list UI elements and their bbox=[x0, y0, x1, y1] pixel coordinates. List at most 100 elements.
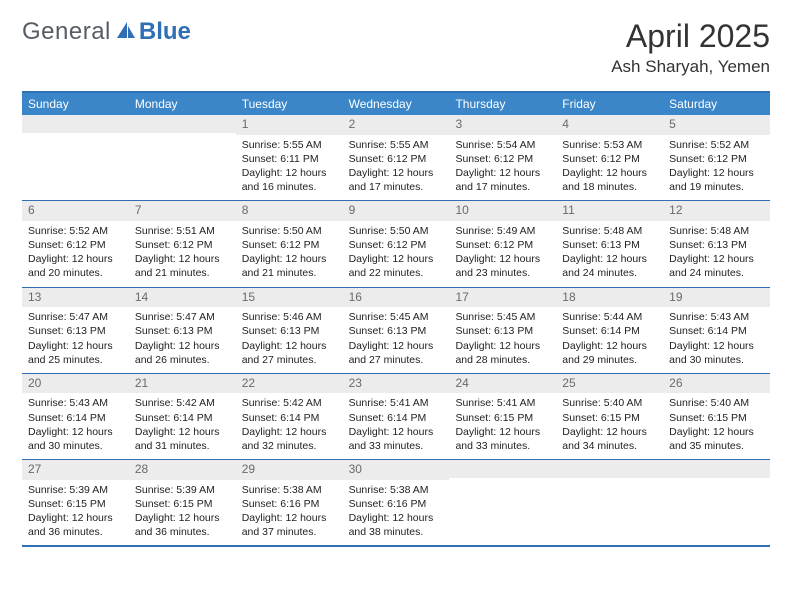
day-cell bbox=[22, 115, 129, 200]
sunrise-line: Sunrise: 5:41 AM bbox=[349, 396, 444, 410]
day-number bbox=[556, 460, 663, 478]
day-cell bbox=[449, 460, 556, 545]
daylight-line: Daylight: 12 hours and 25 minutes. bbox=[28, 339, 123, 367]
sunset-line: Sunset: 6:14 PM bbox=[135, 411, 230, 425]
day-cell: 17Sunrise: 5:45 AMSunset: 6:13 PMDayligh… bbox=[449, 288, 556, 373]
sunset-line: Sunset: 6:12 PM bbox=[455, 238, 550, 252]
day-header: Tuesday bbox=[236, 93, 343, 115]
sunrise-line: Sunrise: 5:43 AM bbox=[28, 396, 123, 410]
day-number bbox=[22, 115, 129, 133]
sunset-line: Sunset: 6:14 PM bbox=[242, 411, 337, 425]
sunset-line: Sunset: 6:13 PM bbox=[669, 238, 764, 252]
sunrise-line: Sunrise: 5:40 AM bbox=[562, 396, 657, 410]
day-content: Sunrise: 5:44 AMSunset: 6:14 PMDaylight:… bbox=[556, 307, 663, 373]
sunset-line: Sunset: 6:12 PM bbox=[349, 152, 444, 166]
daylight-line: Daylight: 12 hours and 29 minutes. bbox=[562, 339, 657, 367]
sunrise-line: Sunrise: 5:42 AM bbox=[135, 396, 230, 410]
day-number: 9 bbox=[343, 201, 450, 221]
page-title: April 2025 bbox=[611, 18, 770, 55]
day-content: Sunrise: 5:49 AMSunset: 6:12 PMDaylight:… bbox=[449, 221, 556, 287]
logo: General Blue bbox=[22, 18, 191, 46]
daylight-line: Daylight: 12 hours and 35 minutes. bbox=[669, 425, 764, 453]
day-cell bbox=[129, 115, 236, 200]
day-cell: 12Sunrise: 5:48 AMSunset: 6:13 PMDayligh… bbox=[663, 201, 770, 286]
day-cell: 18Sunrise: 5:44 AMSunset: 6:14 PMDayligh… bbox=[556, 288, 663, 373]
sunrise-line: Sunrise: 5:41 AM bbox=[455, 396, 550, 410]
day-content: Sunrise: 5:40 AMSunset: 6:15 PMDaylight:… bbox=[663, 393, 770, 459]
daylight-line: Daylight: 12 hours and 20 minutes. bbox=[28, 252, 123, 280]
day-number: 21 bbox=[129, 374, 236, 394]
day-content: Sunrise: 5:38 AMSunset: 6:16 PMDaylight:… bbox=[236, 480, 343, 546]
location-label: Ash Sharyah, Yemen bbox=[611, 57, 770, 77]
daylight-line: Daylight: 12 hours and 36 minutes. bbox=[135, 511, 230, 539]
day-content: Sunrise: 5:43 AMSunset: 6:14 PMDaylight:… bbox=[22, 393, 129, 459]
day-content: Sunrise: 5:47 AMSunset: 6:13 PMDaylight:… bbox=[129, 307, 236, 373]
week-row: 6Sunrise: 5:52 AMSunset: 6:12 PMDaylight… bbox=[22, 200, 770, 286]
week-row: 1Sunrise: 5:55 AMSunset: 6:11 PMDaylight… bbox=[22, 115, 770, 200]
sunrise-line: Sunrise: 5:55 AM bbox=[349, 138, 444, 152]
sunrise-line: Sunrise: 5:42 AM bbox=[242, 396, 337, 410]
day-number: 1 bbox=[236, 115, 343, 135]
day-cell: 5Sunrise: 5:52 AMSunset: 6:12 PMDaylight… bbox=[663, 115, 770, 200]
daylight-line: Daylight: 12 hours and 33 minutes. bbox=[349, 425, 444, 453]
logo-text-blue: Blue bbox=[139, 18, 191, 46]
sunset-line: Sunset: 6:12 PM bbox=[455, 152, 550, 166]
day-number: 6 bbox=[22, 201, 129, 221]
day-header: Thursday bbox=[449, 93, 556, 115]
day-cell: 21Sunrise: 5:42 AMSunset: 6:14 PMDayligh… bbox=[129, 374, 236, 459]
day-number: 10 bbox=[449, 201, 556, 221]
day-number: 30 bbox=[343, 460, 450, 480]
day-content: Sunrise: 5:40 AMSunset: 6:15 PMDaylight:… bbox=[556, 393, 663, 459]
day-header: Sunday bbox=[22, 93, 129, 115]
daylight-line: Daylight: 12 hours and 21 minutes. bbox=[135, 252, 230, 280]
sunrise-line: Sunrise: 5:50 AM bbox=[349, 224, 444, 238]
day-content: Sunrise: 5:45 AMSunset: 6:13 PMDaylight:… bbox=[343, 307, 450, 373]
day-cell: 3Sunrise: 5:54 AMSunset: 6:12 PMDaylight… bbox=[449, 115, 556, 200]
day-cell: 6Sunrise: 5:52 AMSunset: 6:12 PMDaylight… bbox=[22, 201, 129, 286]
sunrise-line: Sunrise: 5:45 AM bbox=[349, 310, 444, 324]
day-content: Sunrise: 5:51 AMSunset: 6:12 PMDaylight:… bbox=[129, 221, 236, 287]
sunset-line: Sunset: 6:16 PM bbox=[349, 497, 444, 511]
sunset-line: Sunset: 6:12 PM bbox=[669, 152, 764, 166]
day-number: 5 bbox=[663, 115, 770, 135]
day-number: 14 bbox=[129, 288, 236, 308]
sunrise-line: Sunrise: 5:52 AM bbox=[28, 224, 123, 238]
daylight-line: Daylight: 12 hours and 30 minutes. bbox=[28, 425, 123, 453]
daylight-line: Daylight: 12 hours and 24 minutes. bbox=[669, 252, 764, 280]
sunrise-line: Sunrise: 5:40 AM bbox=[669, 396, 764, 410]
day-number bbox=[129, 115, 236, 133]
day-header: Saturday bbox=[663, 93, 770, 115]
day-header: Wednesday bbox=[343, 93, 450, 115]
daylight-line: Daylight: 12 hours and 19 minutes. bbox=[669, 166, 764, 194]
day-content: Sunrise: 5:41 AMSunset: 6:15 PMDaylight:… bbox=[449, 393, 556, 459]
day-cell: 9Sunrise: 5:50 AMSunset: 6:12 PMDaylight… bbox=[343, 201, 450, 286]
day-content: Sunrise: 5:47 AMSunset: 6:13 PMDaylight:… bbox=[22, 307, 129, 373]
sunrise-line: Sunrise: 5:48 AM bbox=[669, 224, 764, 238]
day-cell: 1Sunrise: 5:55 AMSunset: 6:11 PMDaylight… bbox=[236, 115, 343, 200]
day-content: Sunrise: 5:48 AMSunset: 6:13 PMDaylight:… bbox=[556, 221, 663, 287]
day-cell bbox=[556, 460, 663, 545]
sunset-line: Sunset: 6:12 PM bbox=[135, 238, 230, 252]
weeks-container: 1Sunrise: 5:55 AMSunset: 6:11 PMDaylight… bbox=[22, 115, 770, 545]
daylight-line: Daylight: 12 hours and 17 minutes. bbox=[455, 166, 550, 194]
daylight-line: Daylight: 12 hours and 27 minutes. bbox=[349, 339, 444, 367]
day-content: Sunrise: 5:52 AMSunset: 6:12 PMDaylight:… bbox=[22, 221, 129, 287]
day-cell: 28Sunrise: 5:39 AMSunset: 6:15 PMDayligh… bbox=[129, 460, 236, 545]
page-header: General Blue April 2025 Ash Sharyah, Yem… bbox=[22, 18, 770, 77]
sunset-line: Sunset: 6:13 PM bbox=[28, 324, 123, 338]
day-content: Sunrise: 5:54 AMSunset: 6:12 PMDaylight:… bbox=[449, 135, 556, 201]
daylight-line: Daylight: 12 hours and 17 minutes. bbox=[349, 166, 444, 194]
day-number: 17 bbox=[449, 288, 556, 308]
title-block: April 2025 Ash Sharyah, Yemen bbox=[611, 18, 770, 77]
day-cell: 26Sunrise: 5:40 AMSunset: 6:15 PMDayligh… bbox=[663, 374, 770, 459]
day-content: Sunrise: 5:55 AMSunset: 6:12 PMDaylight:… bbox=[343, 135, 450, 201]
day-number bbox=[449, 460, 556, 478]
day-content: Sunrise: 5:48 AMSunset: 6:13 PMDaylight:… bbox=[663, 221, 770, 287]
day-cell: 15Sunrise: 5:46 AMSunset: 6:13 PMDayligh… bbox=[236, 288, 343, 373]
sunset-line: Sunset: 6:14 PM bbox=[562, 324, 657, 338]
day-number: 2 bbox=[343, 115, 450, 135]
day-cell: 30Sunrise: 5:38 AMSunset: 6:16 PMDayligh… bbox=[343, 460, 450, 545]
sunrise-line: Sunrise: 5:38 AM bbox=[242, 483, 337, 497]
day-number: 26 bbox=[663, 374, 770, 394]
daylight-line: Daylight: 12 hours and 26 minutes. bbox=[135, 339, 230, 367]
